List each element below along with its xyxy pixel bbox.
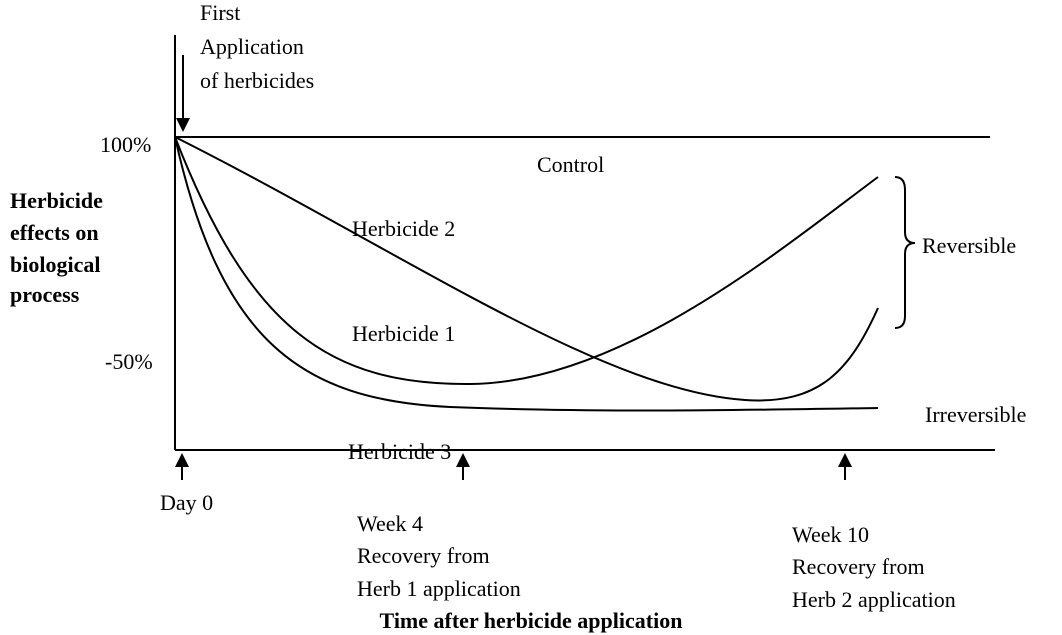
x-marker-label: Recovery from [357, 543, 490, 568]
x-marker-label: Week 4 [357, 511, 423, 536]
y-axis-label: effects on [10, 220, 99, 245]
herbicide-1-curve [174, 136, 879, 386]
x-axis-title: Time after herbicide application [380, 608, 683, 633]
herbicide-2-curve [174, 136, 879, 402]
x-marker-label: Recovery from [792, 554, 925, 579]
group-label: Irreversible [925, 402, 1026, 427]
x-marker-label: Herb 1 application [357, 576, 521, 601]
arrow-head [176, 118, 190, 132]
y-axis-label: process [10, 282, 80, 307]
brace [894, 176, 916, 329]
y-tick-label: 100% [100, 132, 151, 157]
curve-label: Herbicide 2 [352, 216, 455, 241]
annotation: of herbicides [200, 68, 314, 93]
x-marker-label: Week 10 [792, 522, 869, 547]
group-label: Reversible [922, 233, 1016, 258]
x-marker-label: Herb 2 application [792, 587, 956, 612]
x-marker-label: Day 0 [160, 490, 213, 515]
y-tick-label: -50% [105, 349, 153, 374]
curve-label: Herbicide 1 [352, 321, 455, 346]
y-axis-label: biological [10, 252, 100, 277]
annotation: Application [200, 34, 304, 59]
y-axis-label: Herbicide [10, 188, 103, 213]
x-markers [175, 453, 852, 480]
annotation: First [200, 0, 240, 25]
curve-label: Control [537, 152, 604, 177]
curve-label: Herbicide 3 [348, 439, 451, 464]
herbicide-3-curve [174, 136, 879, 412]
